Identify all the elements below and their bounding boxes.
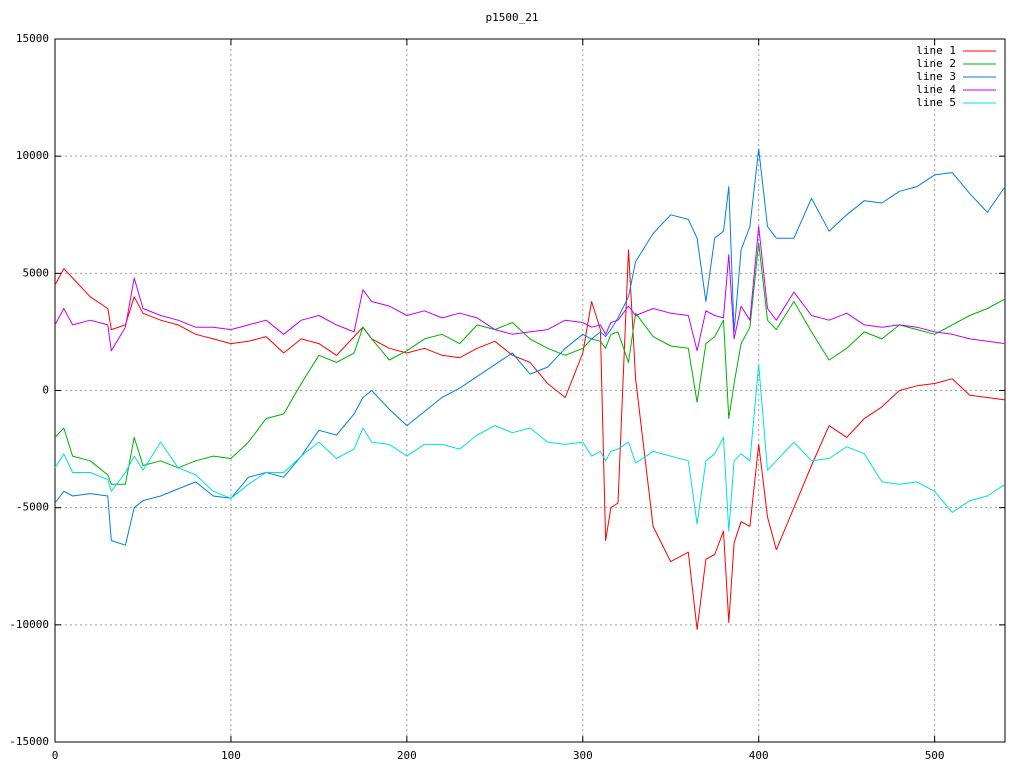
legend-label: line 1 [916,44,956,57]
legend-label: line 4 [916,83,956,96]
data-line [54,249,1006,630]
y-tick-label: -5000 [16,501,49,514]
legend-label: line 5 [916,96,956,109]
data-line [54,226,1006,352]
y-tick-label: -15000 [9,735,49,748]
data-line [54,242,1006,485]
y-tick-label: 15000 [16,32,49,45]
plot-frame [54,38,1006,743]
x-tick-label: 200 [397,749,417,762]
y-tick-label: -10000 [9,618,49,631]
x-tick-label: 500 [925,749,945,762]
y-tick-label: 5000 [23,266,50,279]
y-tick-label: 10000 [16,149,49,162]
y-tick-label: 0 [42,384,49,397]
legend-label: line 3 [916,70,956,83]
x-tick-label: 100 [221,749,241,762]
x-tick-label: 400 [749,749,769,762]
legend-label: line 2 [916,57,956,70]
data-line [54,148,1006,546]
chart-title: p1500_21 [486,11,539,24]
x-tick-label: 0 [52,749,59,762]
data-line [54,364,1006,532]
x-tick-label: 300 [573,749,593,762]
